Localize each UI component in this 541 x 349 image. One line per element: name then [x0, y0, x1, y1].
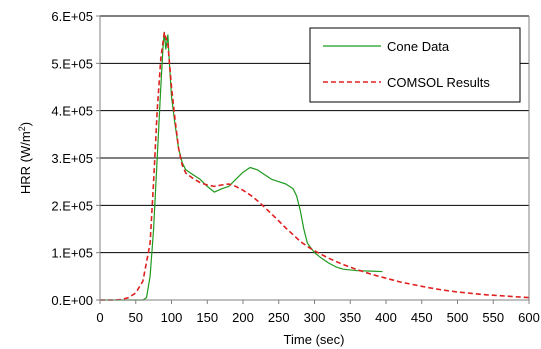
y-axis-title: HRR (W/m2) [17, 122, 33, 194]
y-tick-label: 0.E+00 [51, 293, 93, 308]
x-tick-label: 600 [518, 310, 540, 325]
y-tick-label: 4.E+05 [51, 104, 93, 119]
series-line-cone-data [100, 32, 383, 301]
x-tick-label: 450 [411, 310, 433, 325]
y-tick-labels: 0.E+00 1.E+05 2.E+05 3.E+05 4.E+05 5.E+05 6.E+… [51, 9, 100, 308]
x-tick-label: 400 [375, 310, 397, 325]
x-tick-label: 150 [196, 310, 218, 325]
legend-label-comsol-results: COMSOL Results [387, 75, 490, 90]
y-axis-title-main: HRR (W/m [18, 131, 33, 194]
x-tick-label: 500 [447, 310, 469, 325]
y-tick-label: 1.E+05 [51, 246, 93, 261]
x-axis-title: Time (sec) [284, 332, 345, 347]
x-tick-label: 250 [268, 310, 290, 325]
y-tick-label: 6.E+05 [51, 9, 93, 24]
x-tick-label: 200 [232, 310, 254, 325]
legend: Cone Data COMSOL Results [309, 27, 521, 103]
y-axis-title-close: ) [18, 122, 33, 126]
x-tick-labels: 0 50 100 150 200 250 300 350 400 450 500 550 600 [96, 300, 540, 325]
legend-box [309, 27, 521, 103]
y-tick-label: 2.E+05 [51, 198, 93, 213]
legend-label-cone-data: Cone Data [387, 39, 450, 54]
y-tick-label: 3.E+05 [51, 151, 93, 166]
x-tick-label: 550 [482, 310, 504, 325]
y-tick-label: 5.E+05 [51, 56, 93, 71]
y-axis-title-sup: 2 [17, 126, 27, 131]
x-tick-label: 50 [129, 310, 143, 325]
x-tick-label: 350 [339, 310, 361, 325]
grid-lines [100, 15, 529, 254]
x-tick-label: 0 [96, 310, 103, 325]
x-tick-label: 300 [304, 310, 326, 325]
x-tick-label: 100 [161, 310, 183, 325]
series-layer [100, 31, 530, 301]
